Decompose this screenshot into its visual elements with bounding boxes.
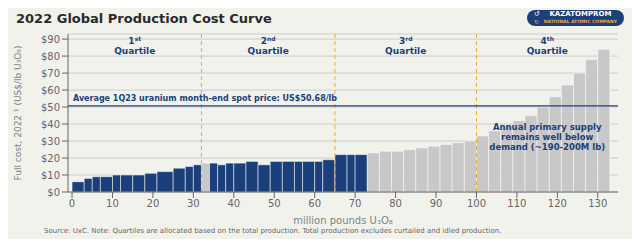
svg-text:2nd: 2nd	[261, 35, 276, 46]
svg-text:110: 110	[507, 198, 526, 209]
svg-text:4th: 4th	[541, 35, 554, 46]
svg-text:$60: $60	[41, 85, 60, 96]
svg-text:100: 100	[467, 198, 486, 209]
svg-text:20: 20	[147, 198, 160, 209]
svg-text:Quartile: Quartile	[385, 46, 426, 56]
svg-text:40: 40	[227, 198, 240, 209]
svg-text:0: 0	[69, 198, 75, 209]
svg-text:120: 120	[548, 198, 567, 209]
svg-text:1st: 1st	[128, 35, 141, 46]
svg-text:70: 70	[349, 198, 362, 209]
svg-text:3rd: 3rd	[399, 35, 413, 46]
svg-text:$30: $30	[41, 136, 60, 147]
svg-text:Quartile: Quartile	[527, 46, 568, 56]
svg-text:million pounds U₃O₈: million pounds U₃O₈	[293, 215, 393, 226]
html-text:NATIONAL ATOMIC COMPANY: NATIONAL ATOMIC COMPANY	[543, 19, 617, 24]
svg-text:Average 1Q23 uranium month-end: Average 1Q23 uranium month-end spot pric…	[73, 94, 337, 103]
svg-text:$40: $40	[41, 119, 60, 130]
svg-text:30: 30	[187, 198, 200, 209]
svg-text:Annual primary supplyremains w: Annual primary supplyremains well belowd…	[489, 122, 605, 152]
svg-text:10: 10	[106, 198, 119, 209]
html-text:Source: UxC. Note: Quartiles a: Source: UxC. Note: Quartiles are allocat…	[44, 227, 502, 235]
svg-text:90: 90	[430, 198, 443, 209]
svg-text:$0: $0	[47, 187, 60, 198]
svg-text:Quartile: Quartile	[114, 46, 155, 56]
html-text:KAZATOMPROM: KAZATOMPROM	[549, 10, 612, 18]
svg-text:$70: $70	[41, 68, 60, 79]
svg-text:130: 130	[588, 198, 607, 209]
svg-text:Quartile: Quartile	[248, 46, 289, 56]
svg-text:$10: $10	[41, 170, 60, 181]
svg-text:$90: $90	[41, 34, 60, 45]
svg-text:$50: $50	[41, 102, 60, 113]
svg-text:50: 50	[268, 198, 281, 209]
svg-text:Full cost, 2022 ¹ (US$/lb U₃O₈: Full cost, 2022 ¹ (US$/lb U₃O₈)	[13, 46, 23, 181]
html-text:2022 Global Production Cost Cu: 2022 Global Production Cost Curve	[16, 10, 272, 26]
svg-text:$20: $20	[41, 153, 60, 164]
svg-text:80: 80	[389, 198, 402, 209]
svg-text:60: 60	[308, 198, 321, 209]
svg-text:$80: $80	[41, 51, 60, 62]
